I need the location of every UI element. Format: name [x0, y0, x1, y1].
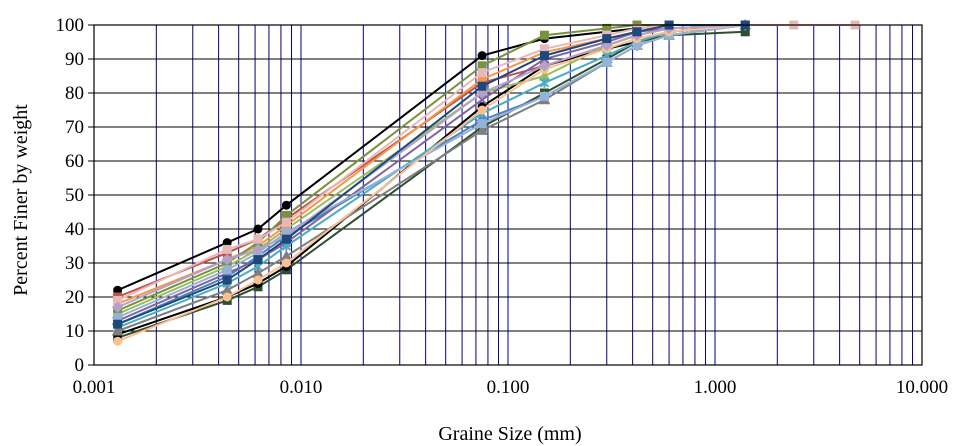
data-point — [602, 57, 612, 67]
data-point — [221, 253, 233, 266]
data-point — [538, 60, 551, 72]
data-point — [111, 324, 124, 336]
series-line — [117, 24, 746, 329]
series-line — [117, 24, 746, 309]
y-tick-label: 20 — [65, 287, 84, 308]
data-point — [253, 275, 263, 285]
data-point — [113, 319, 123, 329]
x-axis-title: Graine Size (mm) — [438, 423, 581, 445]
tick-labels: 0 10 20 30 40 50 60 70 80 90 100 0.001 0.010 0.100 1.0… — [56, 15, 949, 398]
data-point — [281, 200, 291, 210]
data-point — [539, 30, 549, 40]
data-point — [252, 243, 264, 256]
y-tick-label: 50 — [65, 185, 84, 206]
data-point — [253, 224, 263, 234]
data-point — [113, 336, 123, 346]
data-point — [281, 217, 291, 227]
y-tick-label: 10 — [65, 321, 84, 342]
axes — [88, 24, 923, 366]
data-point — [477, 119, 487, 129]
data-point — [477, 81, 487, 91]
data-point — [253, 255, 263, 265]
data-point — [539, 91, 549, 101]
y-axis-title: Percent Finer by weight — [10, 104, 32, 296]
y-tick-label: 100 — [56, 15, 85, 36]
data-point — [222, 265, 232, 275]
data-point — [602, 34, 612, 44]
x-tick-label: 0.010 — [280, 377, 323, 398]
x-tick-label: 0.001 — [73, 377, 116, 398]
data-point — [477, 105, 487, 115]
data-point — [111, 301, 124, 313]
y-tick-label: 90 — [65, 49, 84, 70]
data-point — [632, 27, 642, 37]
data-point — [477, 51, 487, 61]
x-tick-label: 10.000 — [896, 377, 948, 398]
series-line — [117, 24, 746, 326]
data-point — [281, 258, 291, 268]
data-point — [477, 95, 487, 105]
data-point — [222, 292, 232, 302]
data-point — [539, 51, 549, 61]
data-point — [476, 124, 488, 135]
data-point — [253, 234, 263, 244]
y-tick-label: 60 — [65, 151, 84, 172]
y-tick-label: 0 — [75, 355, 85, 376]
data-point — [281, 234, 291, 244]
y-tick-label: 40 — [65, 219, 84, 240]
data-point — [477, 68, 487, 78]
x-tick-label: 1.000 — [694, 377, 737, 398]
y-tick-label: 30 — [65, 253, 84, 274]
data-series — [111, 18, 860, 346]
series-line — [117, 24, 746, 343]
y-tick-label: 70 — [65, 117, 84, 138]
data-point — [222, 275, 232, 285]
y-tick-label: 80 — [65, 83, 84, 104]
data-point — [222, 244, 232, 254]
series-line — [117, 24, 746, 319]
data-point — [539, 77, 550, 88]
x-tick-label: 0.100 — [487, 377, 530, 398]
